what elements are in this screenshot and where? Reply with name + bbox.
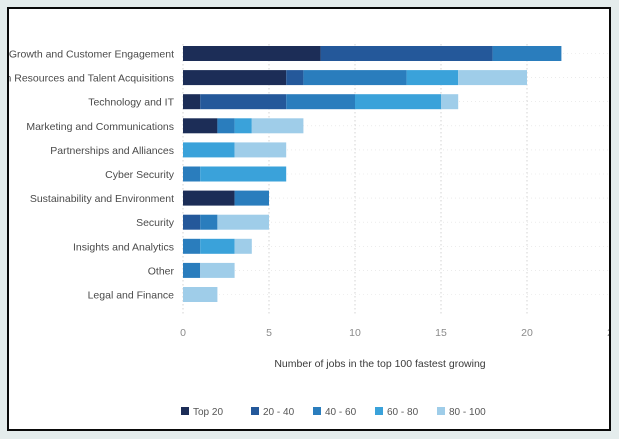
bar-insights-and-analytics-60-80: [200, 238, 235, 254]
bar-marketing-and-communications-80-100: [251, 118, 304, 134]
x-tick-label-15: 15: [435, 327, 447, 339]
bar-technology-and-it-80-100: [441, 94, 459, 110]
x-tick-label-20: 20: [521, 327, 533, 339]
bar-technology-and-it-60-80: [355, 94, 441, 110]
legend-swatch-80-100: [437, 407, 445, 415]
bar-security-80-100: [217, 214, 269, 230]
bar-human-resources-and-talent-acquisitions-60-80: [406, 70, 459, 86]
category-label-sustainability-and-environment: Sustainability and Environment: [30, 193, 174, 205]
grid-lines: [182, 44, 609, 315]
category-label-security: Security: [136, 217, 175, 229]
bar-technology-and-it-top-20: [183, 94, 201, 110]
category-label-technology-and-it: Technology and IT: [88, 97, 174, 109]
bar-insights-and-analytics-40-60: [183, 238, 201, 254]
category-label-cyber-security: Cyber Security: [105, 169, 175, 181]
bar-marketing-and-communications-top-20: [183, 118, 218, 134]
category-label-marketing-and-communications: Marketing and Communications: [26, 121, 174, 133]
bar-sales-growth-and-customer-engagement-40-60: [492, 46, 562, 61]
bar-sustainability-and-environment-top-20: [183, 190, 235, 206]
bar-other-80-100: [200, 262, 235, 278]
x-axis-title: Number of jobs in the top 100 fastest gr…: [274, 358, 485, 370]
legend-swatch-60-80: [375, 407, 383, 415]
bar-human-resources-and-talent-acquisitions-80-100: [458, 70, 527, 86]
bars: [183, 46, 562, 302]
legend-label-top-20: Top 20: [193, 407, 223, 418]
bar-insights-and-analytics-80-100: [234, 238, 252, 254]
bar-sustainability-and-environment-40-60: [234, 190, 269, 206]
legend-label-20-40: 20 - 40: [263, 407, 295, 418]
legend-swatch-top-20: [181, 407, 189, 415]
bar-cyber-security-40-60: [183, 166, 201, 182]
x-tick-label-10: 10: [349, 327, 361, 339]
legend: Top 20 20 - 40 40 - 60 60 - 80 80 - 100: [181, 407, 486, 418]
legend-swatch-40-60: [313, 407, 321, 415]
bar-technology-and-it-20-40: [200, 94, 287, 110]
bar-legal-and-finance-80-100: [183, 287, 218, 302]
legend-label-40-60: 40 - 60: [325, 407, 357, 418]
bar-human-resources-and-talent-acquisitions-top-20: [183, 70, 287, 86]
category-label-partnerships-and-alliances: Partnerships and Alliances: [50, 145, 174, 157]
bar-partnerships-and-alliances-80-100: [234, 142, 287, 158]
bar-security-40-60: [200, 214, 218, 230]
x-tick-labels: 0 5 10 15 20 25: [180, 327, 609, 339]
category-label-other: Other: [148, 265, 175, 277]
legend-label-60-80: 60 - 80: [387, 407, 419, 418]
legend-label-80-100: 80 - 100: [449, 407, 486, 418]
bar-security-20-40: [183, 214, 201, 230]
x-tick-label-25: 25: [607, 327, 609, 339]
bar-technology-and-it-40-60: [286, 94, 355, 110]
bar-sales-growth-and-customer-engagement-top-20: [183, 46, 321, 61]
bar-marketing-and-communications-40-60: [217, 118, 235, 134]
category-label-human-resources-and-talent-acquisitions: Human Resources and Talent Acquisitions: [9, 73, 174, 85]
bar-sales-growth-and-customer-engagement-20-40: [320, 46, 493, 61]
chart-frame: Sales Growth and Customer Engagement Huma…: [7, 7, 611, 431]
bar-human-resources-and-talent-acquisitions-20-40: [286, 70, 304, 86]
bar-other-40-60: [183, 262, 201, 278]
x-tick-label-5: 5: [266, 327, 272, 339]
bar-marketing-and-communications-60-80: [234, 118, 252, 134]
category-labels: Sales Growth and Customer Engagement Huma…: [9, 49, 175, 302]
category-label-legal-and-finance: Legal and Finance: [88, 290, 175, 302]
bar-human-resources-and-talent-acquisitions-40-60: [303, 70, 407, 86]
category-label-insights-and-analytics: Insights and Analytics: [73, 241, 174, 253]
category-label-sales-growth-and-customer-engagement: Sales Growth and Customer Engagement: [9, 49, 174, 61]
bar-partnerships-and-alliances-60-80: [183, 142, 235, 158]
bar-cyber-security-60-80: [200, 166, 287, 182]
stacked-bar-chart: Sales Growth and Customer Engagement Huma…: [9, 44, 609, 418]
legend-swatch-20-40: [251, 407, 259, 415]
x-tick-label-0: 0: [180, 327, 186, 339]
